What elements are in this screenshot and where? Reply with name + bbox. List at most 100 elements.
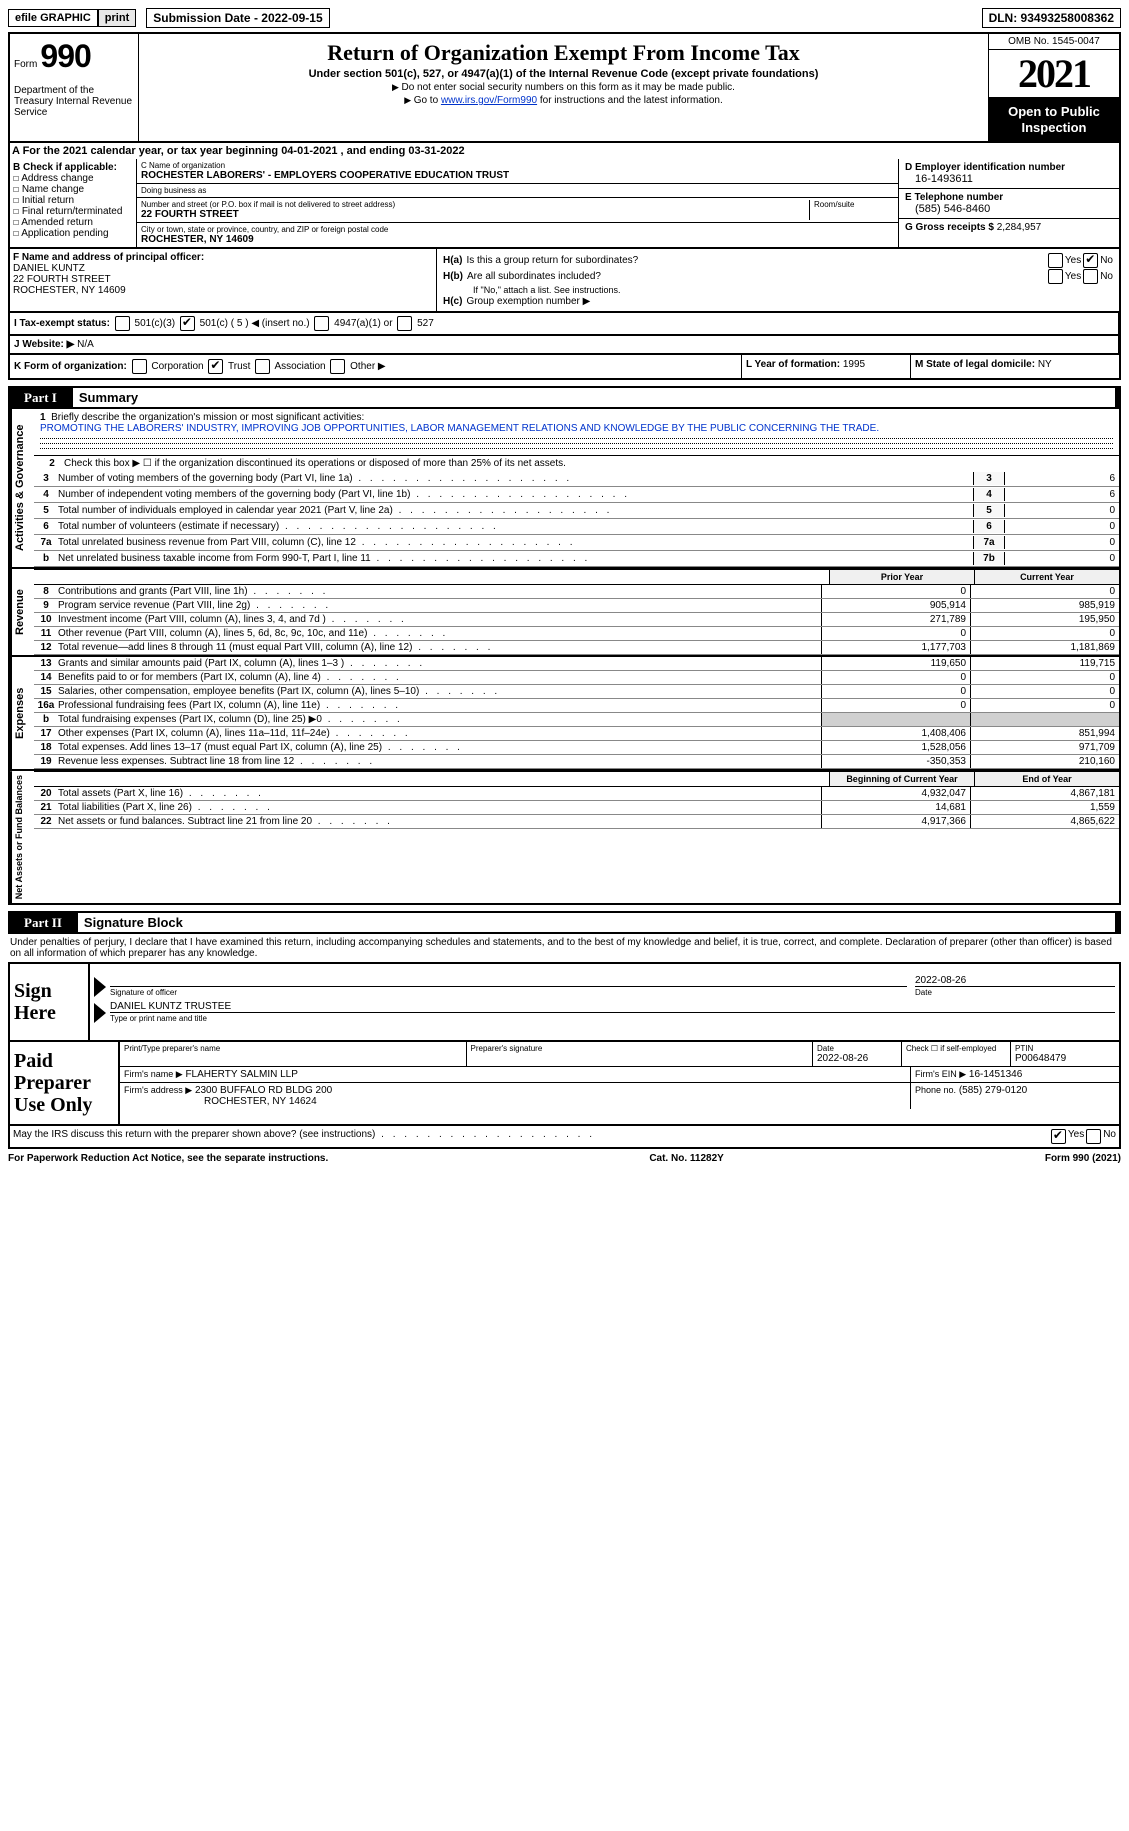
i-c3: 501(c)(3) — [135, 318, 176, 329]
officer-city: ROCHESTER, NY 14609 — [13, 285, 126, 296]
k-corp-box[interactable] — [132, 359, 147, 374]
sig-caption: Signature of officer — [110, 986, 907, 997]
revenue-line-12: 12Total revenue—add lines 8 through 11 (… — [34, 641, 1119, 655]
row-j: J Website: ▶ N/A — [8, 336, 1121, 355]
part-ii-num: Part II — [14, 915, 72, 931]
k-assoc-box[interactable] — [255, 359, 270, 374]
checkbox-initial[interactable]: ☐ — [13, 195, 19, 206]
discuss-no-box[interactable] — [1086, 1129, 1101, 1144]
i-c3-box[interactable] — [115, 316, 130, 331]
i-a1: 4947(a)(1) or — [334, 318, 392, 329]
header-middle: Return of Organization Exempt From Incom… — [139, 34, 989, 141]
hc-text: Group exemption number ▶ — [466, 296, 590, 307]
ein-value: 16-1493611 — [905, 173, 1113, 185]
i-a1-box[interactable] — [314, 316, 329, 331]
netassets-line-22: 22Net assets or fund balances. Subtract … — [34, 815, 1119, 829]
k-lab: K Form of organization: — [14, 361, 127, 372]
penalties-text: Under penalties of perjury, I declare th… — [8, 934, 1121, 962]
ha-no-lab: No — [1100, 255, 1113, 266]
d-gross-lab: G Gross receipts $ — [905, 222, 994, 233]
b-initial: Initial return — [22, 195, 74, 206]
date-caption: Date — [915, 986, 1115, 997]
irs-link[interactable]: www.irs.gov/Form990 — [441, 95, 537, 106]
discuss-yes-box[interactable] — [1051, 1129, 1066, 1144]
i-c-box[interactable] — [180, 316, 195, 331]
phone-value: (585) 546-8460 — [905, 203, 1113, 215]
summary-line-7a: 7aTotal unrelated business revenue from … — [34, 535, 1119, 551]
i-527-box[interactable] — [397, 316, 412, 331]
i-527: 527 — [417, 318, 434, 329]
k-other-box[interactable] — [330, 359, 345, 374]
m-lab: M State of legal domicile: — [915, 359, 1035, 370]
col-beginning: Beginning of Current Year — [829, 772, 974, 786]
year-formation: 1995 — [843, 359, 865, 370]
expense-line-17: 17Other expenses (Part IX, column (A), l… — [34, 727, 1119, 741]
section-fh: F Name and address of principal officer:… — [8, 249, 1121, 313]
prep-date: 2022-08-26 — [817, 1053, 897, 1064]
footer-left: For Paperwork Reduction Act Notice, see … — [8, 1153, 328, 1164]
k-corp: Corporation — [151, 361, 203, 372]
hb-yes[interactable] — [1048, 269, 1063, 284]
header-right: OMB No. 1545-0047 2021 Open to Public In… — [989, 34, 1119, 141]
k-cell: K Form of organization: Corporation Trus… — [10, 355, 741, 378]
checkbox-name[interactable]: ☐ — [13, 184, 19, 195]
prep-check-lab: Check ☐ if self-employed — [906, 1044, 1006, 1053]
org-name: ROCHESTER LABORERS' - EMPLOYERS COOPERAT… — [141, 170, 894, 181]
prep-date-lab: Date — [817, 1044, 897, 1053]
sig-arrow-1 — [94, 977, 106, 997]
ha-yes[interactable] — [1048, 253, 1063, 268]
note-goto: Go to www.irs.gov/Form990 for instructio… — [145, 95, 982, 106]
netassets-line-21: 21Total liabilities (Part X, line 26)14,… — [34, 801, 1119, 815]
revenue-line-10: 10Investment income (Part VIII, column (… — [34, 613, 1119, 627]
ha-no[interactable] — [1083, 253, 1098, 268]
column-b-checkboxes: B Check if applicable: ☐ Address change … — [10, 159, 137, 247]
mission-text: PROMOTING THE LABORERS' INDUSTRY, IMPROV… — [40, 423, 879, 434]
column-f: F Name and address of principal officer:… — [10, 249, 437, 311]
checkbox-amended[interactable]: ☐ — [13, 217, 19, 228]
website-value: N/A — [77, 339, 94, 350]
sign-label: Sign Here — [10, 964, 90, 1040]
column-h: H(a) Is this a group return for subordin… — [437, 249, 1119, 311]
column-d: D Employer identification number 16-1493… — [898, 159, 1119, 247]
part-i-title: Summary — [73, 388, 1115, 407]
vert-revenue: Revenue — [10, 569, 34, 655]
expense-line-15: 15Salaries, other compensation, employee… — [34, 685, 1119, 699]
section-bcd: B Check if applicable: ☐ Address change … — [8, 159, 1121, 249]
sign-block: Sign Here Signature of officer 2022-08-2… — [8, 962, 1121, 1042]
checkbox-app[interactable]: ☐ — [13, 228, 19, 239]
efile-button[interactable]: efile GRAPHIC — [8, 9, 98, 27]
j-lab: J Website: ▶ — [14, 339, 74, 350]
firm-lab: Firm's name ▶ — [124, 1069, 183, 1079]
firm-phone: (585) 279-0120 — [959, 1085, 1027, 1096]
print-button[interactable]: print — [98, 9, 136, 27]
ha-lab: H(a) — [443, 255, 462, 266]
firm-name: FLAHERTY SALMIN LLP — [185, 1069, 297, 1080]
ha-yes-lab: Yes — [1065, 255, 1081, 266]
k-trust: Trust — [228, 361, 250, 372]
d-phone-lab: E Telephone number — [905, 192, 1113, 203]
k-trust-box[interactable] — [208, 359, 223, 374]
page-footer: For Paperwork Reduction Act Notice, see … — [8, 1153, 1121, 1164]
discuss-row: May the IRS discuss this return with the… — [8, 1126, 1121, 1149]
checkbox-final[interactable]: ☐ — [13, 206, 19, 217]
col-prior: Prior Year — [829, 570, 974, 584]
form-title: Return of Organization Exempt From Incom… — [145, 40, 982, 66]
d-ein-lab: D Employer identification number — [905, 162, 1113, 173]
part-ii-title: Signature Block — [78, 913, 1115, 932]
hb-no[interactable] — [1083, 269, 1098, 284]
col-current: Current Year — [974, 570, 1119, 584]
revenue-line-9: 9Program service revenue (Part VIII, lin… — [34, 599, 1119, 613]
goto-post: for instructions and the latest informat… — [540, 95, 723, 106]
checkbox-addr[interactable]: ☐ — [13, 173, 19, 184]
footer-cat: Cat. No. 11282Y — [328, 1153, 1045, 1164]
m-cell: M State of legal domicile: NY — [910, 355, 1119, 378]
hb-no-lab: No — [1100, 271, 1113, 282]
submission-date: Submission Date - 2022-09-15 — [146, 8, 329, 28]
header-left: Form 990 Department of the Treasury Inte… — [10, 34, 139, 141]
gross-value: 2,284,957 — [997, 222, 1042, 233]
hb-text: Are all subordinates included? — [467, 271, 1046, 282]
hb-note: If "No," attach a list. See instructions… — [473, 285, 620, 295]
open-to-public: Open to Public Inspection — [989, 98, 1119, 141]
col-end: End of Year — [974, 772, 1119, 786]
b-name: Name change — [22, 184, 84, 195]
